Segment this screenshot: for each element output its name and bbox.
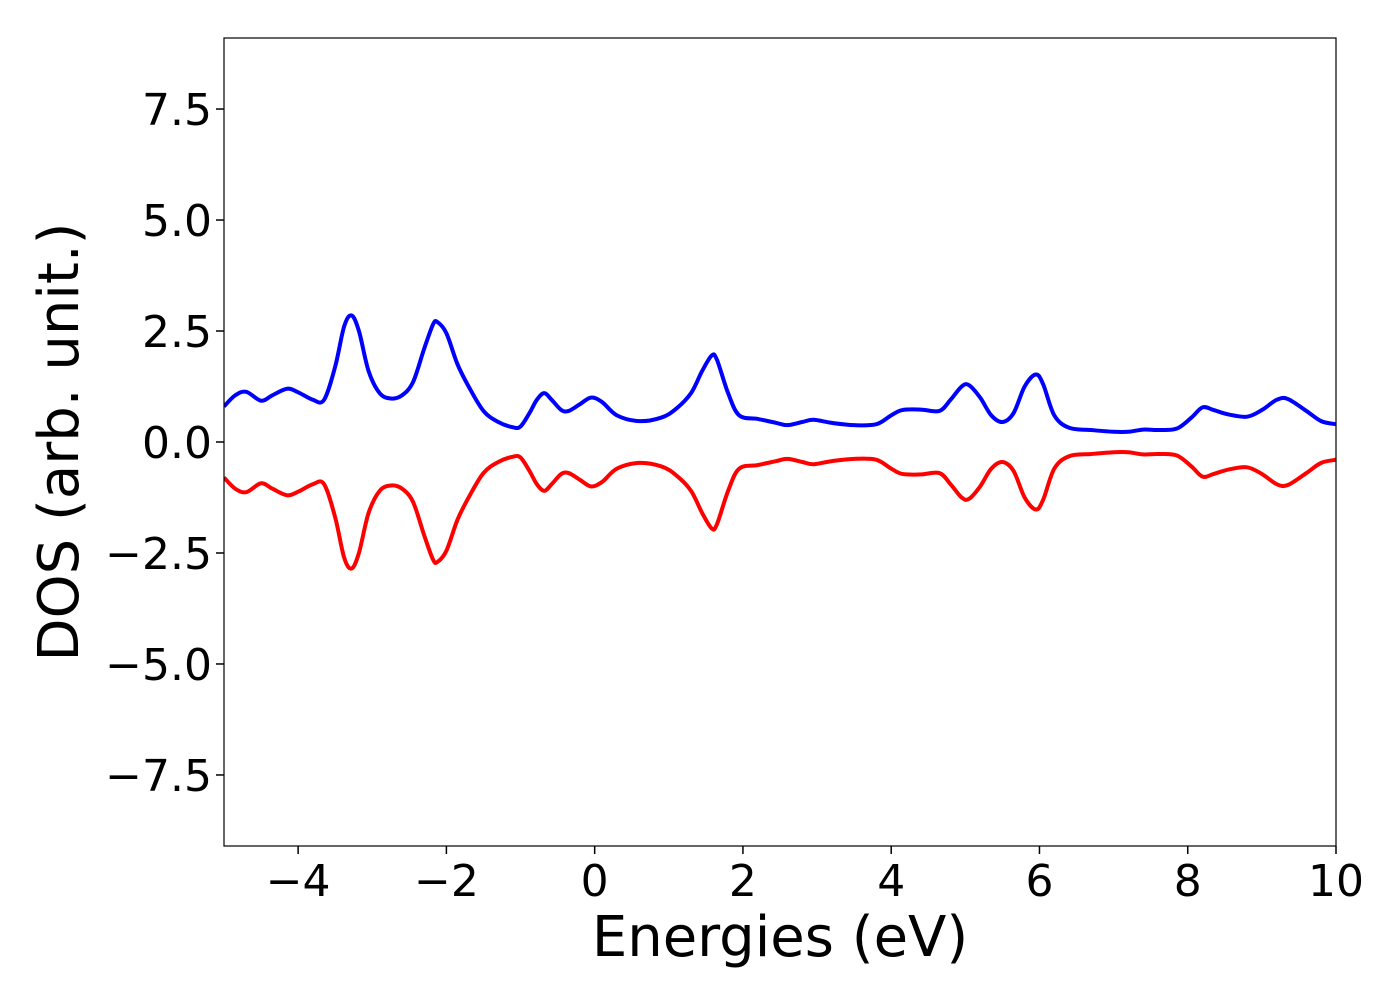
y-tick-label: 5.0 (142, 196, 212, 247)
x-tick-label: 4 (877, 856, 905, 907)
x-tick-label: 10 (1308, 856, 1364, 907)
series-layer (224, 313, 1336, 571)
x-tick-label: 0 (581, 856, 609, 907)
y-axis-title: DOS (arb. unit.) (27, 222, 92, 661)
series-line-2 (224, 449, 1336, 571)
series-line-1 (224, 313, 1336, 435)
y-axis: 7.5 5.0 2.5 0.0 −2.5 −5.0 −7.5 (105, 85, 224, 802)
x-tick-label: −4 (266, 856, 331, 907)
x-tick-label: 2 (729, 856, 757, 907)
x-axis-title: Energies (eV) (592, 905, 968, 970)
plot-frame (223, 37, 1337, 847)
x-tick-label: −2 (414, 856, 479, 907)
y-tick-label: −5.0 (105, 640, 212, 691)
y-tick-label: 2.5 (142, 307, 212, 358)
x-tick-label: 6 (1025, 856, 1053, 907)
y-tick-label: −2.5 (105, 529, 212, 580)
x-axis: −4 −2 0 2 4 6 8 10 (266, 846, 1364, 907)
y-tick-label: 0.0 (142, 418, 212, 469)
y-tick-label: 7.5 (142, 85, 212, 136)
x-tick-label: 8 (1174, 856, 1202, 907)
y-tick-label: −7.5 (105, 751, 212, 802)
